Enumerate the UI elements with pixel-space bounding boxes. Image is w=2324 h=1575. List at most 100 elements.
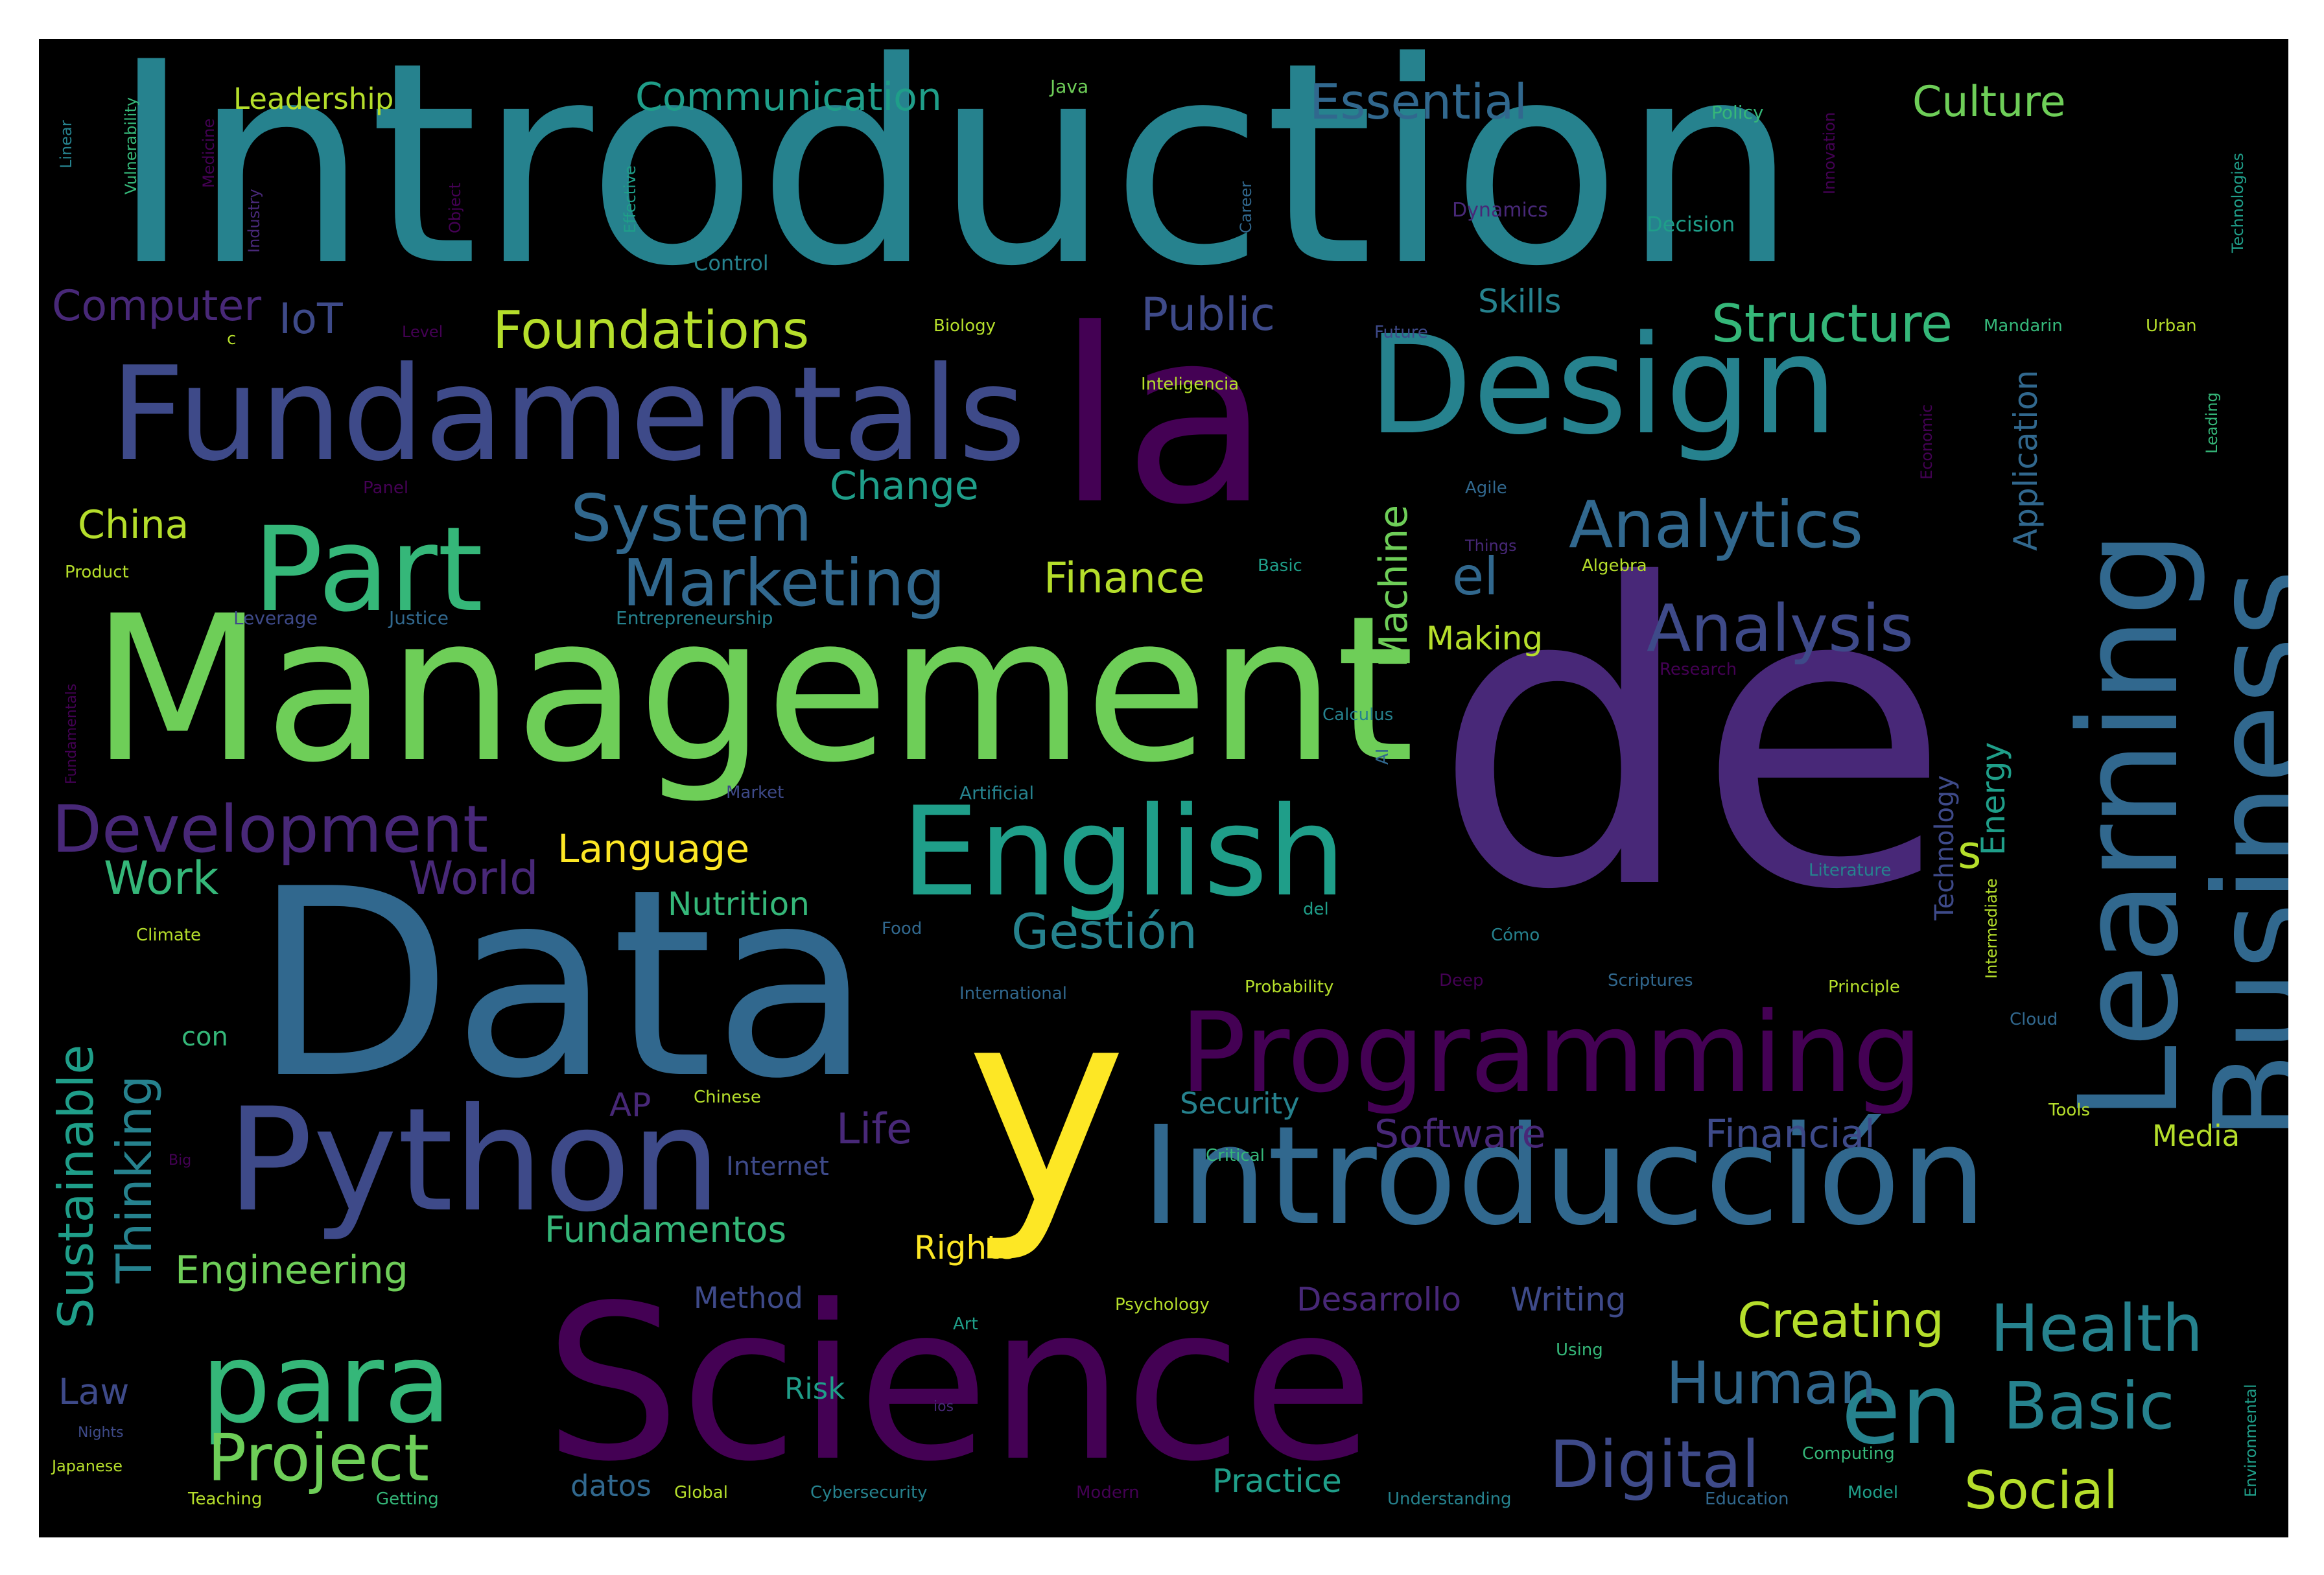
word-internet: Internet	[726, 1152, 829, 1182]
word-media: Media	[2152, 1119, 2240, 1153]
word-probability: Probability	[1245, 977, 1334, 997]
word-s: s	[1958, 826, 1982, 879]
word-el: el	[1452, 546, 1499, 607]
word-basic: Basic	[2003, 1368, 2175, 1444]
word-urban: Urban	[2146, 316, 2197, 336]
word-research: Research	[1660, 660, 1737, 679]
word-engineering: Engineering	[175, 1248, 408, 1293]
word-education: Education	[1705, 1489, 1789, 1509]
word-skills: Skills	[1478, 283, 1562, 320]
word-financial: Financial	[1705, 1112, 1875, 1157]
word-practice: Practice	[1212, 1462, 1342, 1500]
word-algebra: Algebra	[1582, 556, 1647, 576]
word-artificial: Artificial	[959, 782, 1035, 804]
word-fundamentos: Fundamentos	[545, 1209, 787, 1250]
word-development: Development	[52, 791, 489, 867]
word-climate: Climate	[136, 926, 202, 945]
word-innovation: Innovation	[1820, 111, 1838, 194]
word-literature: Literature	[1809, 861, 1892, 880]
word-linear: Linear	[57, 120, 75, 169]
word-entrepreneurship: Entrepreneurship	[616, 607, 773, 629]
word-application: Application	[2007, 369, 2045, 551]
word-intermediate: Intermediate	[1982, 878, 2001, 979]
word-programming: Programming	[1180, 989, 1923, 1117]
word-getting: Getting	[376, 1489, 439, 1509]
word-control: Control	[694, 251, 769, 275]
word-machine: Machine	[1371, 504, 1416, 668]
word-datos: datos	[570, 1469, 651, 1503]
word-career: Career	[1237, 181, 1255, 233]
word-digital: Digital	[1549, 1427, 1760, 1502]
word-object: Object	[446, 182, 464, 233]
word-business: Business	[2187, 569, 2288, 1141]
word-computing: Computing	[1802, 1444, 1895, 1464]
word-dynamics: Dynamics	[1452, 199, 1548, 222]
word-introduction: Introduction	[110, 39, 1798, 327]
word-medicine: Medicine	[200, 118, 218, 188]
word-future: Future	[1374, 323, 1428, 342]
word-con: con	[182, 1022, 228, 1052]
word-sustainable: Sustainable	[47, 1044, 104, 1329]
word-basic-small: Basic	[1258, 556, 1302, 576]
word-justice: Justice	[389, 607, 449, 629]
word-public: Public	[1141, 288, 1276, 341]
word-china: China	[78, 502, 189, 548]
word-international: International	[959, 984, 1067, 1003]
word-health: Health	[1990, 1290, 2203, 1366]
word-design: Design	[1368, 306, 1838, 465]
word-policy: Policy	[1711, 102, 1764, 123]
word-art: Art	[953, 1314, 978, 1334]
word-global: Global	[674, 1483, 728, 1502]
word-language: Language	[558, 826, 750, 872]
word-system: System	[570, 480, 812, 556]
word-human: Human	[1666, 1349, 1877, 1418]
word-la: la	[1057, 279, 1271, 557]
word-environmental: Environmental	[2242, 1384, 2260, 1497]
word-product: Product	[65, 563, 129, 582]
word-level: Level	[402, 323, 443, 341]
word-gestion: Gestión	[1011, 903, 1197, 960]
word-introduccion: Introducción	[1141, 1097, 1987, 1255]
word-life: Life	[836, 1105, 913, 1154]
word-law: Law	[58, 1371, 130, 1412]
word-marketing: Marketing	[622, 545, 946, 621]
word-making: Making	[1426, 620, 1543, 657]
word-finance: Finance	[1044, 554, 1205, 603]
word-thinking: Thinking	[106, 1075, 163, 1283]
word-management: Management	[91, 573, 1415, 807]
word-technology: Technology	[1930, 775, 1960, 920]
word-mandarin: Mandarin	[1984, 316, 2063, 336]
word-en: en	[1841, 1353, 1963, 1466]
word-computer: Computer	[52, 282, 262, 331]
word-tools: Tools	[2048, 1101, 2091, 1120]
word-calculus: Calculus	[1322, 705, 1394, 725]
word-inteligencia: Inteligencia	[1141, 375, 1239, 394]
word-energy: Energy	[1975, 741, 2012, 856]
word-de: de	[1433, 497, 1951, 980]
word-culture: Culture	[1912, 78, 2066, 126]
word-java: Java	[1050, 76, 1089, 97]
word-modern: Modern	[1076, 1483, 1140, 1502]
word-model: Model	[1848, 1483, 1899, 1502]
word-y: y	[966, 950, 1127, 1266]
word-python: Python	[227, 1077, 722, 1243]
word-teaching: Teaching	[188, 1489, 263, 1509]
word-leadership: Leadership	[233, 82, 394, 116]
word-data: Data	[253, 834, 873, 1136]
word-como: Cómo	[1491, 926, 1540, 945]
word-essential: Essential	[1309, 73, 1528, 130]
word-world: World	[408, 852, 539, 905]
word-english: English	[901, 780, 1346, 924]
word-industry: Industry	[245, 189, 263, 253]
word-effective: Effective	[621, 165, 639, 233]
word-software: Software	[1374, 1112, 1546, 1157]
word-vulnerability: Vulnerability	[122, 97, 140, 194]
word-risk: Risk	[784, 1371, 845, 1406]
word-change: Change	[830, 463, 979, 509]
word-analysis: Analysis	[1647, 590, 1914, 666]
word-scriptures: Scriptures	[1608, 971, 1693, 990]
word-ios: ios	[933, 1399, 954, 1415]
word-psychology: Psychology	[1115, 1295, 1210, 1314]
word-structure: Structure	[1711, 294, 1953, 354]
word-desarrollo: Desarrollo	[1297, 1281, 1462, 1318]
